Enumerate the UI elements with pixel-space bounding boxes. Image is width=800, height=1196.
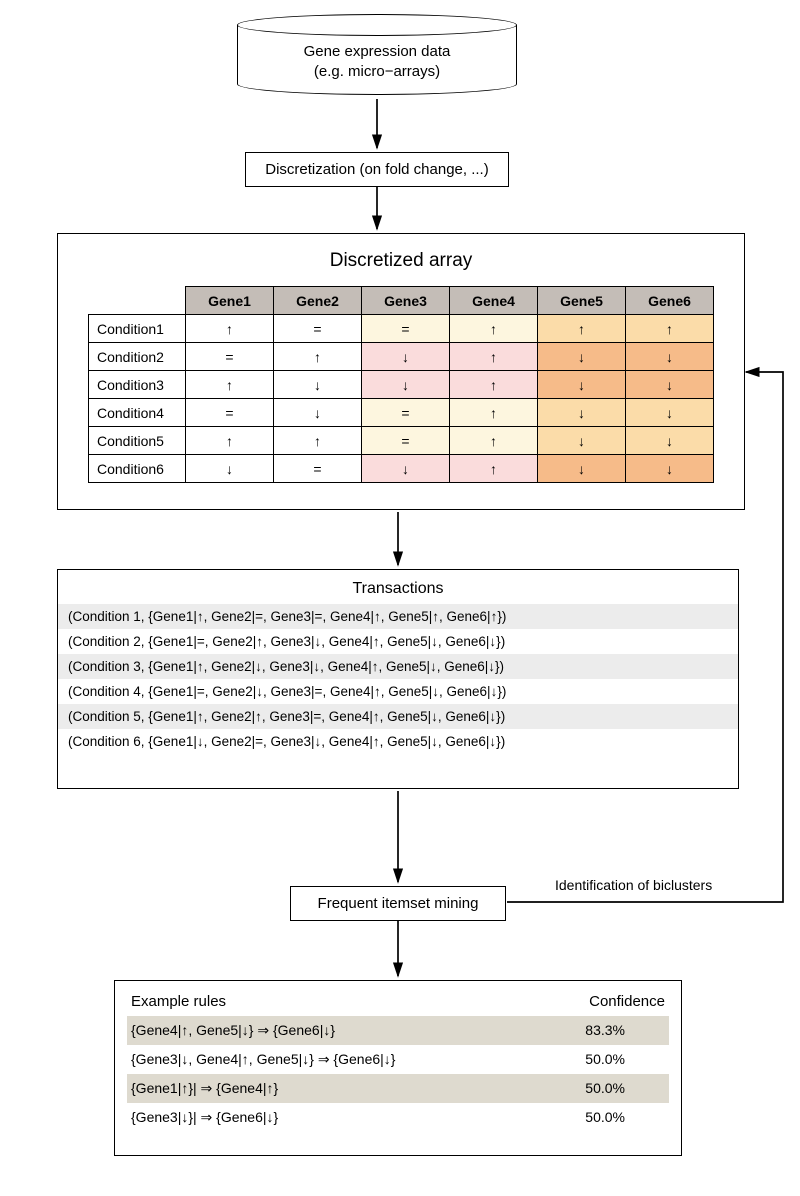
table-cell: ↑ (186, 427, 274, 455)
rule-confidence: 83.3% (585, 1022, 665, 1039)
table-cell: ↑ (186, 371, 274, 399)
table-cell: ↑ (450, 455, 538, 483)
rule-row: {Gene3|↓, Gene4|↑, Gene5|↓} ⇒ {Gene6|↓} 5… (127, 1045, 669, 1074)
table-cell: ↓ (626, 427, 714, 455)
table-cell: ↑ (450, 399, 538, 427)
table-cell: = (274, 455, 362, 483)
transaction-row: (Condition 5, {Gene1|↑, Gene2|↑, Gene3|=… (58, 704, 738, 729)
table-cell: ↓ (538, 371, 626, 399)
table-cell: ↓ (362, 455, 450, 483)
cylinder-line1: Gene expression data (237, 42, 517, 62)
table-cell: ↑ (626, 315, 714, 343)
table-cell: ↓ (274, 399, 362, 427)
table-cell: ↑ (538, 315, 626, 343)
table-cell: ↓ (362, 371, 450, 399)
transactions-box: Transactions (Condition 1, {Gene1|↑, Gen… (57, 569, 739, 789)
table-cell: = (274, 315, 362, 343)
table-cell: = (186, 399, 274, 427)
table-cell: = (362, 399, 450, 427)
table-cell: ↓ (626, 399, 714, 427)
rule-text: {Gene1|↑}| ⇒ {Gene4|↑} (131, 1080, 278, 1097)
table-cell: ↑ (274, 343, 362, 371)
discretization-label: Discretization (on fold change, ...) (265, 161, 488, 178)
table-cell: ↑ (186, 315, 274, 343)
rule-row: {Gene3|↓}| ⇒ {Gene6|↓} 50.0% (127, 1103, 669, 1132)
table-cell: ↓ (362, 343, 450, 371)
condition-label: Condition2 (89, 343, 186, 371)
table-cell: ↓ (538, 455, 626, 483)
transaction-row: (Condition 1, {Gene1|↑, Gene2|=, Gene3|=… (58, 604, 738, 629)
table-cell: ↑ (450, 427, 538, 455)
rule-confidence: 50.0% (585, 1051, 665, 1068)
table-cell: = (362, 427, 450, 455)
frequent-itemset-mining-box: Frequent itemset mining (290, 886, 506, 921)
cylinder-line2: (e.g. micro−arrays) (237, 62, 517, 82)
bicluster-label: Identification of biclusters (555, 877, 712, 893)
condition-label: Condition5 (89, 427, 186, 455)
table-cell: ↑ (274, 427, 362, 455)
condition-label: Condition3 (89, 371, 186, 399)
table-cell: ↓ (626, 343, 714, 371)
table-cell: ↓ (186, 455, 274, 483)
gene-header: Gene6 (626, 287, 714, 315)
table-cell: ↓ (538, 343, 626, 371)
transaction-row: (Condition 2, {Gene1|=, Gene2|↑, Gene3|↓… (58, 629, 738, 654)
condition-label: Condition1 (89, 315, 186, 343)
fim-label: Frequent itemset mining (318, 895, 479, 912)
transaction-row: (Condition 6, {Gene1|↓, Gene2|=, Gene3|↓… (58, 729, 738, 754)
condition-label: Condition6 (89, 455, 186, 483)
table-cell: ↑ (450, 315, 538, 343)
table-cell: = (186, 343, 274, 371)
condition-label: Condition4 (89, 399, 186, 427)
rules-box: Example rules Confidence {Gene4|↑, Gene5… (114, 980, 682, 1156)
rule-row: {Gene4|↑, Gene5|↓} ⇒ {Gene6|↓} 83.3% (127, 1016, 669, 1045)
transaction-row: (Condition 4, {Gene1|=, Gene2|↓, Gene3|=… (58, 679, 738, 704)
rule-row: {Gene1|↑}| ⇒ {Gene4|↑} 50.0% (127, 1074, 669, 1103)
table-cell: ↓ (626, 455, 714, 483)
table-cell: ↓ (626, 371, 714, 399)
rule-text: {Gene4|↑, Gene5|↓} ⇒ {Gene6|↓} (131, 1022, 335, 1039)
gene-table: Gene1Gene2Gene3Gene4Gene5Gene6 Condition1… (88, 286, 714, 483)
gene-header: Gene4 (450, 287, 538, 315)
discretization-box: Discretization (on fold change, ...) (245, 152, 509, 187)
gene-header: Gene2 (274, 287, 362, 315)
rule-text: {Gene3|↓}| ⇒ {Gene6|↓} (131, 1109, 278, 1126)
discretized-title: Discretized array (58, 234, 744, 286)
gene-header: Gene5 (538, 287, 626, 315)
rule-confidence: 50.0% (585, 1080, 665, 1097)
gene-header: Gene3 (362, 287, 450, 315)
gene-header: Gene1 (186, 287, 274, 315)
data-source-cylinder: Gene expression data (e.g. micro−arrays) (237, 14, 517, 98)
table-cell: = (362, 315, 450, 343)
table-cell: ↑ (450, 371, 538, 399)
rule-confidence: 50.0% (585, 1109, 665, 1126)
rules-header-right: Confidence (589, 993, 665, 1010)
table-cell: ↑ (450, 343, 538, 371)
table-cell: ↓ (274, 371, 362, 399)
discretized-array-box: Discretized array Gene1Gene2Gene3Gene4Ge… (57, 233, 745, 510)
rules-header-left: Example rules (131, 993, 226, 1010)
transactions-title: Transactions (58, 570, 738, 604)
table-cell: ↓ (538, 399, 626, 427)
table-cell: ↓ (538, 427, 626, 455)
transaction-row: (Condition 3, {Gene1|↑, Gene2|↓, Gene3|↓… (58, 654, 738, 679)
rule-text: {Gene3|↓, Gene4|↑, Gene5|↓} ⇒ {Gene6|↓} (131, 1051, 395, 1068)
